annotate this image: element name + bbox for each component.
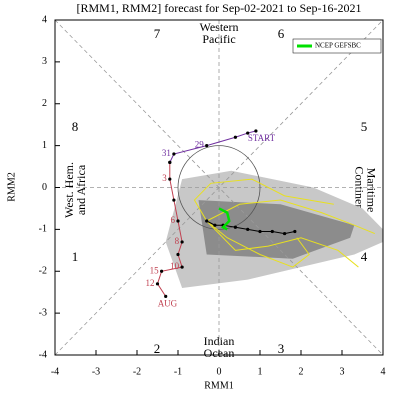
legend-label: NCEP GEFSBC [315,42,361,50]
point-label: 6 [171,215,176,225]
track-point [258,229,262,234]
track-point [160,269,164,273]
x-tick-label: -4 [51,366,59,377]
track [156,162,183,297]
legend-box [292,38,382,54]
y-tick-label: 2 [42,98,47,109]
x-tick-label: -1 [174,366,182,377]
y-axis-label: RMM2 [6,172,17,201]
point-label: START [248,133,276,143]
phase-label: 1 [72,249,79,264]
region-label: Pacific [202,32,235,46]
unit-circle [177,145,261,230]
track-point [233,225,237,229]
x-tick-label: 1 [258,366,263,377]
point-label: 3 [162,173,167,183]
track [169,130,257,163]
y-tick-label: -2 [39,266,47,277]
track-point [172,152,176,156]
point-label: AUG [158,298,178,308]
y-tick-label: -1 [39,224,47,235]
y-tick-label: 1 [42,140,47,151]
phase-divider [54,19,384,356]
point-label: 31 [162,148,171,158]
track [218,207,231,231]
track-point [254,129,258,133]
x-tick-label: 3 [340,366,345,377]
track [206,199,375,235]
phase-label: 2 [154,341,161,356]
phase-label: 4 [361,249,368,264]
track-point [180,240,184,244]
track-point [155,282,160,286]
track-point [205,144,209,148]
region-label: Indian [204,334,235,348]
phase-label: 8 [72,119,79,134]
track-point [168,177,172,181]
phase-label: 3 [278,341,285,356]
track-point [246,131,250,135]
track-point [233,135,237,139]
track-point [270,229,274,234]
phase-label: 6 [278,26,285,41]
chart-title: [RMM1, RMM2] forecast for Sep-02-2021 to… [77,1,362,15]
point-label: 10 [170,261,180,271]
track-point [293,229,297,234]
point-label: 15 [150,265,160,275]
y-tick-label: 0 [42,182,47,193]
ensemble-spread [198,200,355,259]
region-label: Western [199,20,238,34]
phase-label: 5 [361,119,368,134]
x-axis-label: RMM1 [204,380,233,391]
track-point [176,252,180,257]
track-point [164,294,168,298]
x-tick-label: 0 [217,366,222,377]
x-tick-label: 4 [381,366,386,377]
x-tick-label: -2 [133,366,141,377]
track-point [172,198,176,202]
x-tick-label: 2 [299,366,304,377]
point-label: 12 [146,278,155,288]
point-label: 29 [195,140,205,150]
region-label: Maritime [364,168,378,213]
track-point [180,265,184,269]
track-point [213,223,217,227]
y-tick-label: 3 [42,56,47,67]
track-point [205,219,209,223]
region-label: and Africa [74,164,88,215]
phase-label: 7 [154,26,161,41]
track-point [176,219,180,223]
y-tick-label: -3 [39,307,47,318]
y-tick-label: 4 [42,14,47,25]
track [206,220,310,268]
track [206,220,359,268]
track-point [283,231,287,236]
track [193,178,334,222]
track-point [168,160,172,164]
point-label: 8 [175,236,180,246]
region-label: Continent [352,166,366,214]
region-label: West. Hem. [62,162,76,218]
x-tick-label: -3 [92,366,100,377]
track-point [246,227,250,231]
y-tick-label: -4 [39,349,47,360]
